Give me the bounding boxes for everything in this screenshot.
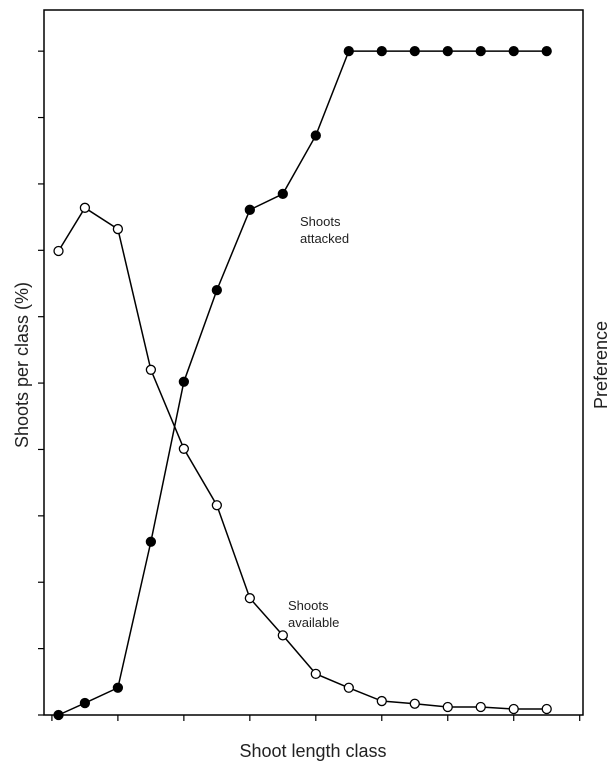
point [112, 223, 124, 235]
point [277, 630, 288, 641]
point [442, 46, 453, 57]
y2-axis-label: Preference [591, 321, 611, 409]
point [112, 682, 124, 693]
point [310, 130, 321, 141]
point [145, 536, 157, 547]
point [211, 500, 222, 511]
annotation: Shoots available [288, 598, 340, 630]
point [541, 46, 552, 57]
point [145, 364, 157, 375]
plot-frame [43, 9, 584, 716]
series-line [58, 50, 547, 716]
point [343, 46, 354, 57]
point [53, 245, 64, 257]
point [409, 698, 420, 709]
point [508, 703, 519, 715]
point [244, 204, 255, 215]
point [277, 188, 288, 200]
series-line [57, 206, 547, 710]
point [310, 668, 321, 679]
point [343, 682, 354, 693]
x-axis-label: Shoot length class [239, 741, 386, 761]
annotation: Shoots attacked [300, 214, 350, 246]
point [376, 695, 387, 707]
point [79, 202, 91, 213]
point [178, 376, 190, 387]
point [541, 703, 552, 715]
point [53, 709, 64, 721]
point [79, 697, 91, 709]
point [211, 284, 222, 296]
point [376, 46, 387, 57]
point [475, 701, 486, 713]
point [409, 46, 420, 57]
point [475, 46, 486, 57]
point [442, 701, 453, 713]
point [508, 46, 519, 57]
y-axis-label: Shoots per class (%) [12, 282, 32, 448]
point [178, 443, 190, 454]
point [244, 593, 255, 604]
